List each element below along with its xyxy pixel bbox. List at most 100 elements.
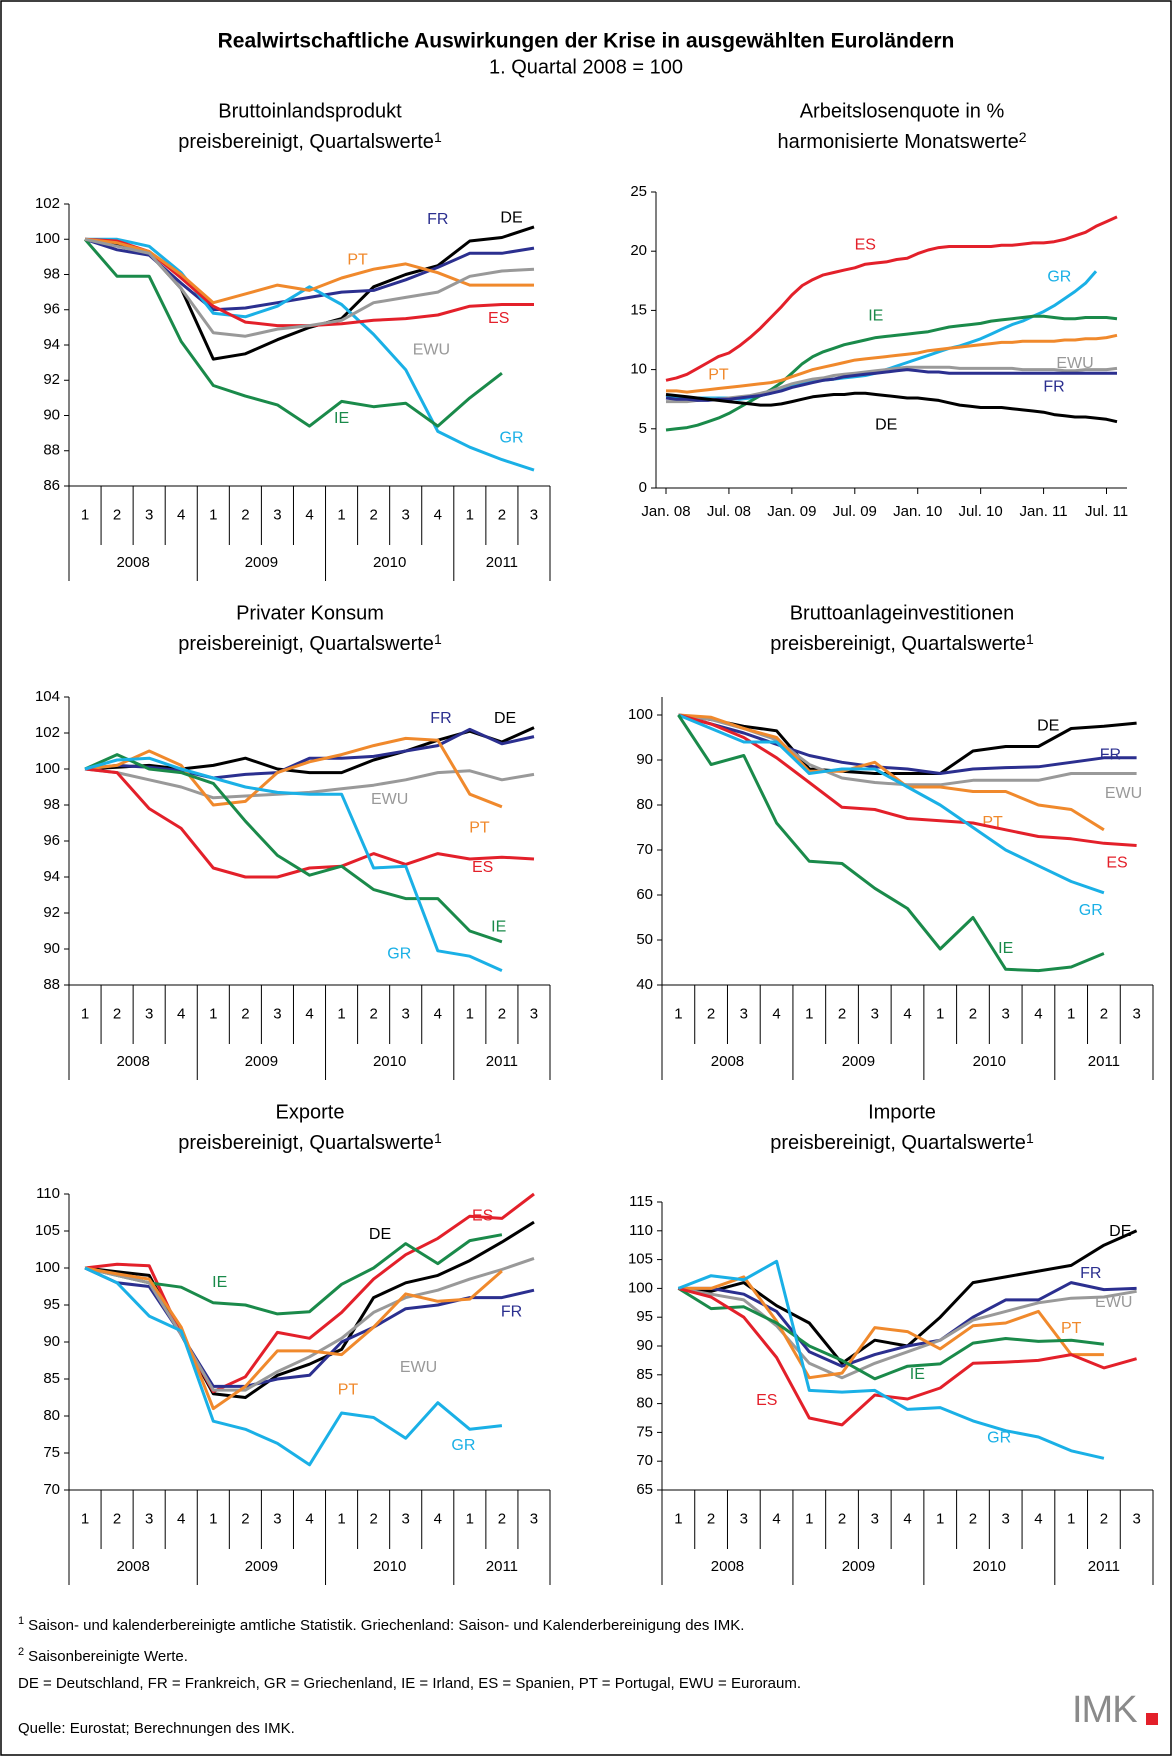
y-tick-label: 5 [639,420,647,437]
x-tick-label: 4 [434,506,442,523]
series-line [665,314,1118,432]
y-tick-label: 80 [636,796,653,813]
x-tick-label: 2 [1100,1510,1108,1527]
series-line [84,1266,503,1411]
chart-subtitle-text: harmonisierte Monatswerte [777,131,1018,153]
x-tick-label: 1 [209,1510,217,1527]
chart-subtitle-text: preisbereinigt, Quartalswerte [770,633,1026,655]
y-tick-label: 100 [628,706,653,723]
note-mark: 1 [434,631,442,647]
x-year-label: 2011 [486,1053,518,1070]
series-label: DE [1037,717,1059,734]
series-label: EWU [1095,1294,1132,1311]
x-tick-label: 2 [498,1005,506,1022]
x-tick-label: 3 [273,1005,281,1022]
x-tick-label: 4 [305,506,313,523]
y-tick-label: 70 [43,1481,60,1498]
y-tick-label: 100 [35,760,60,777]
x-year-label: 2009 [245,1053,278,1070]
y-tick-label: 94 [43,336,60,353]
series-label: ES [855,236,876,253]
series-line [84,1192,535,1394]
x-tick-label: 1 [1067,1005,1075,1022]
y-tick-label: 92 [43,371,60,388]
note-mark: 1 [1026,631,1034,647]
series-line [84,1256,535,1392]
x-tick-label: 3 [273,506,281,523]
x-tick-label: 3 [402,1005,410,1022]
x-tick-label: 3 [871,1005,879,1022]
x-tick-label: 1 [337,1510,345,1527]
series-line [83,238,503,428]
x-tick-label: 1 [337,1005,345,1022]
x-tick-label: 2 [498,1510,506,1527]
x-tick-label: Jul. 08 [707,503,751,520]
x-year-label: 2008 [711,1558,744,1575]
series-line [678,713,1137,775]
x-year-label: 2009 [842,1053,875,1070]
chart-subtitle-text: preisbereinigt, Quartalswerte [178,633,434,655]
source: Quelle: Eurostat; Berechnungen des IMK. [18,1720,295,1737]
series-label: ES [488,310,509,327]
series-line [678,1281,1137,1368]
chart-subtitle-text: preisbereinigt, Quartalswerte [178,131,434,153]
series-line [84,1266,503,1467]
x-tick-label: 1 [81,506,89,523]
y-tick-label: 98 [43,796,60,813]
x-tick-label: 4 [903,1510,911,1527]
x-tick-label: 2 [241,1005,249,1022]
x-tick-label: 1 [337,506,345,523]
series-line [678,1286,1138,1427]
y-tick-label: 95 [636,1308,653,1325]
series-label: PT [708,367,729,384]
chart-subtitle: preisbereinigt, Quartalswerte1 [770,1130,1034,1155]
x-tick-label: 3 [530,506,538,523]
chart: Bruttoinlandsprodukt preisbereinigt, Quar… [35,100,551,581]
x-year-label: 2011 [486,554,518,571]
x-tick-label: 3 [145,506,153,523]
x-year-label: 2009 [245,554,278,571]
chart: Arbeitslosenquote in % harmonisierte Mona… [630,100,1128,520]
series-label: DE [1109,1223,1131,1240]
series-label: IE [334,410,349,427]
series-label: ES [1106,855,1127,872]
series-line [85,237,535,472]
x-year-label: 2011 [486,1558,518,1575]
x-tick-label: Jan. 09 [767,503,816,520]
series-label: FR [1080,1265,1101,1282]
x-tick-label: 1 [674,1510,682,1527]
series-label: GR [451,1437,475,1454]
footnote-text: Saisonbereinigte Werte. [28,1648,188,1665]
x-tick-label: 3 [1002,1005,1010,1022]
footnote-mark: 1 [18,1615,24,1627]
x-tick-label: 1 [209,506,217,523]
footnote: 1 Saison- und kalenderbereinigte amtliche… [18,1615,744,1634]
x-tick-label: 2 [113,1510,121,1527]
x-tick-label: 4 [177,1510,185,1527]
x-tick-label: 2 [969,1005,977,1022]
x-year-label: 2009 [842,1558,875,1575]
x-year-label: 2008 [116,1053,149,1070]
chart-subtitle-text: preisbereinigt, Quartalswerte [770,1132,1026,1154]
series-line [665,391,1118,424]
y-tick-label: 95 [43,1296,60,1313]
x-tick-label: 3 [871,1510,879,1527]
x-year-label: 2008 [711,1053,744,1070]
footnote: 2 Saisonbereinigte Werte. [18,1646,188,1665]
y-tick-label: 80 [43,1407,60,1424]
y-tick-label: 10 [630,361,647,378]
series-label: IE [868,308,883,325]
y-tick-label: 88 [43,442,60,459]
x-year-label: 2008 [116,1558,149,1575]
x-tick-label: 3 [530,1005,538,1022]
y-tick-label: 96 [43,301,60,318]
y-tick-label: 70 [636,1452,653,1469]
series-label: DE [494,710,516,727]
y-tick-label: 90 [636,1337,653,1354]
x-tick-label: 1 [81,1510,89,1527]
x-tick-label: 3 [530,1510,538,1527]
x-tick-label: 4 [305,1005,313,1022]
x-tick-label: 3 [740,1005,748,1022]
